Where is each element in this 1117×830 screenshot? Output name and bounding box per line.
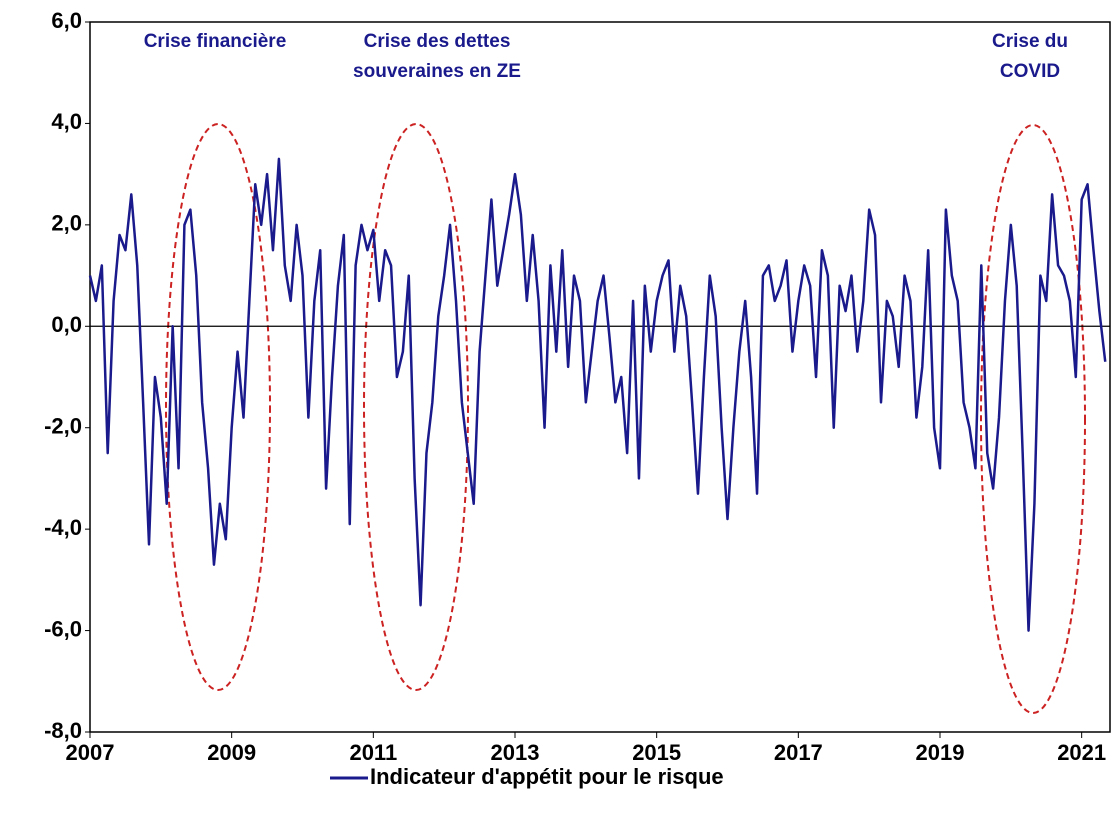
x-tick-label: 2013 [491,740,540,765]
annotation: COVID [1000,61,1060,82]
x-tick-label: 2021 [1057,740,1106,765]
y-tick-label: -6,0 [44,616,82,641]
y-tick-label: -8,0 [44,718,82,743]
annotation: Crise du [992,31,1068,52]
crisis-ellipse [165,123,271,691]
x-tick-label: 2015 [632,740,681,765]
y-tick-label: 0,0 [51,312,82,337]
y-tick-label: 4,0 [51,109,82,134]
annotation: Crise des dettes [364,31,511,52]
plot-frame [89,21,1111,733]
crisis-ellipse [363,123,469,691]
annotation: Crise financière [144,31,287,52]
y-tick-label: 6,0 [51,8,82,33]
y-tick-label: -2,0 [44,414,82,439]
y-tick-label: 2,0 [51,211,82,236]
y-tick-label: -4,0 [44,515,82,540]
annotation: souveraines en ZE [353,61,521,82]
x-tick-label: 2009 [207,740,256,765]
x-tick-label: 2019 [916,740,965,765]
data-line [88,157,1107,632]
x-tick-label: 2011 [349,740,397,765]
x-tick-label: 2007 [66,740,115,765]
crisis-ellipse [980,124,1086,714]
x-tick-label: 2017 [774,740,823,765]
legend-label: Indicateur d'appétit pour le risque [370,764,724,789]
